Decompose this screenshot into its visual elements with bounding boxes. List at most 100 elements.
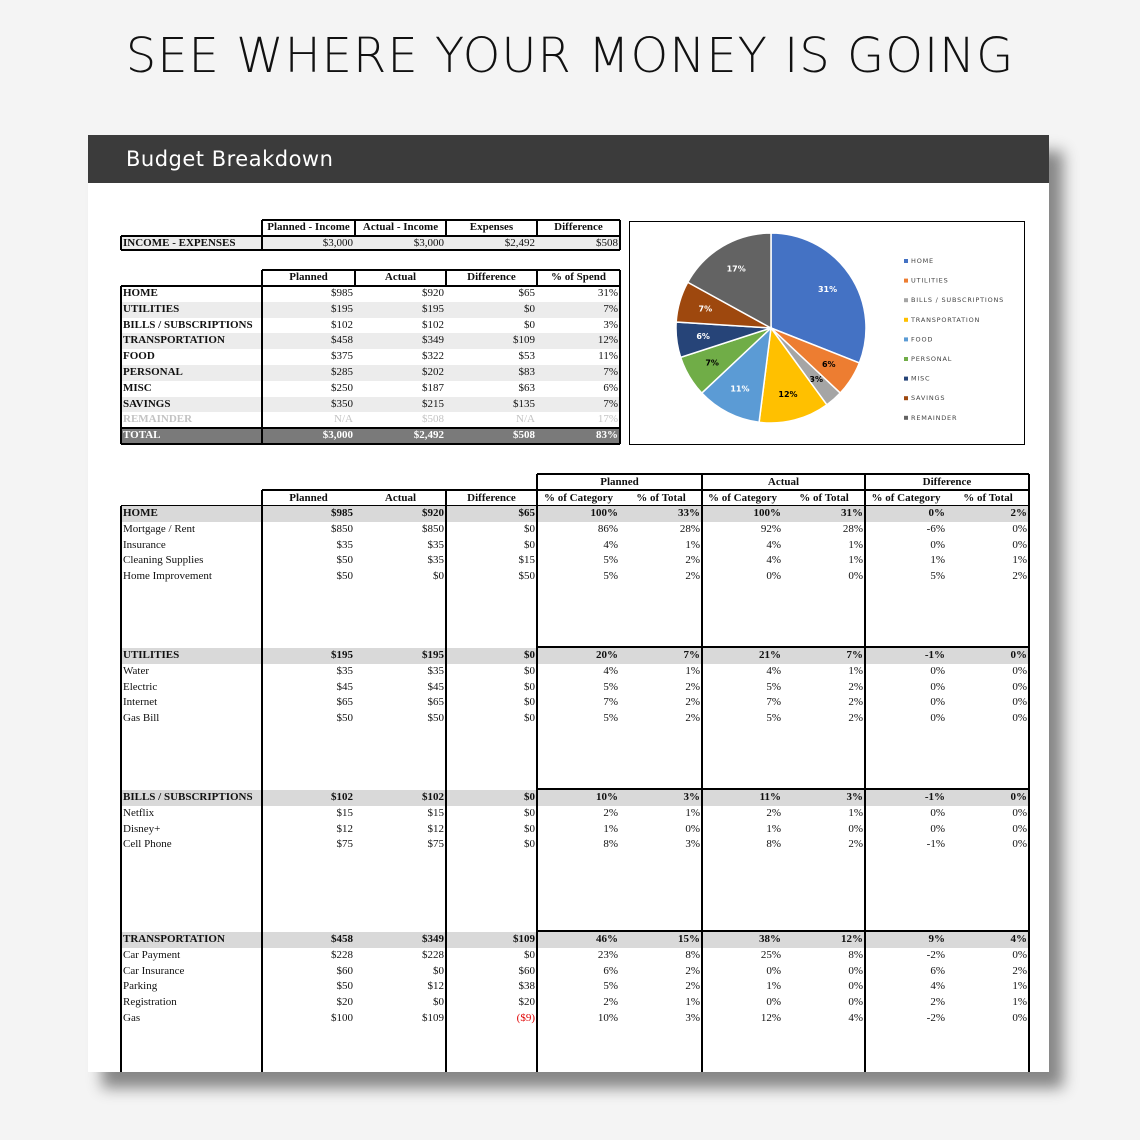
cell: 1% xyxy=(603,822,618,835)
cell: Mortgage / Rent xyxy=(123,522,196,535)
cell: 100% xyxy=(537,506,620,522)
legend-swatch xyxy=(904,357,908,361)
data-label: 3% xyxy=(809,375,823,384)
cell: $195 xyxy=(262,301,355,318)
border xyxy=(261,490,263,1072)
cell: -2% xyxy=(926,948,945,961)
border xyxy=(537,473,1029,475)
cell: 0% xyxy=(848,980,863,993)
cell: 2% xyxy=(1012,570,1027,583)
cell: 3% xyxy=(685,1012,700,1024)
data-label: 11% xyxy=(730,384,749,393)
legend-swatch xyxy=(904,415,908,420)
cell: $458 xyxy=(262,333,355,350)
column-header: Planned xyxy=(289,271,328,283)
cell: $50 xyxy=(336,554,354,567)
cell: $83 xyxy=(446,365,537,381)
legend-swatch xyxy=(904,376,908,381)
cell: 4% xyxy=(603,664,618,677)
pie-slice xyxy=(770,232,867,364)
cell: $0 xyxy=(433,964,444,977)
border xyxy=(261,220,263,236)
cell: $0 xyxy=(524,664,535,677)
cell: Insurance xyxy=(123,538,166,551)
cell: $35 xyxy=(427,664,445,677)
border xyxy=(536,270,538,286)
cell: 5% xyxy=(603,570,618,583)
cell: INCOME - EXPENSES xyxy=(121,236,262,250)
column-header: % of Spend xyxy=(550,271,607,283)
cell: 2% xyxy=(685,570,700,583)
cell: $228 xyxy=(422,948,444,961)
legend-swatch xyxy=(904,259,908,263)
cell: 4% xyxy=(766,554,781,567)
cell: Gas xyxy=(123,1012,141,1024)
column-header: Actual - Income xyxy=(362,221,439,233)
cell: $508 xyxy=(446,428,537,444)
cell: 0% xyxy=(766,964,781,977)
cell: 5% xyxy=(603,554,618,567)
cell: 2% xyxy=(766,806,781,819)
cell: 0% xyxy=(930,822,945,835)
cell: $0 xyxy=(524,806,535,819)
cell: Netflix xyxy=(123,806,155,819)
cell: 8% xyxy=(766,838,781,851)
legend-swatch xyxy=(904,298,908,303)
cell: $3,000 xyxy=(262,428,355,444)
group-header: Actual xyxy=(767,476,800,488)
cell: 7% xyxy=(620,648,702,664)
cell: $75 xyxy=(427,838,445,851)
cell: 0% xyxy=(947,648,1029,664)
border xyxy=(1028,474,1030,490)
border xyxy=(261,286,263,444)
cell: 4% xyxy=(603,538,618,551)
cell: 1% xyxy=(766,822,781,835)
column-header: Difference xyxy=(554,221,603,233)
cell: 8% xyxy=(848,948,863,961)
cell: $250 xyxy=(262,380,355,397)
cell: Cell Phone xyxy=(123,838,172,851)
cell: SAVINGS xyxy=(121,396,262,413)
column-header: % of Category xyxy=(543,492,614,504)
cell: Registration xyxy=(123,996,177,1009)
legend-label: SAVINGS xyxy=(911,394,945,402)
border xyxy=(536,474,538,490)
cell: $15 xyxy=(427,806,445,819)
border xyxy=(261,236,263,250)
border xyxy=(354,270,356,286)
cell: 1% xyxy=(766,980,781,993)
cell: $0 xyxy=(524,712,535,725)
cell: $0 xyxy=(446,301,537,318)
cell: Parking xyxy=(123,980,158,993)
cell: $985 xyxy=(262,506,355,522)
cell: 0% xyxy=(1012,538,1027,551)
cell: $15 xyxy=(518,554,536,567)
cell: $50 xyxy=(336,712,354,725)
cell: $215 xyxy=(355,396,446,413)
cell: $202 xyxy=(355,365,446,381)
cell: 0% xyxy=(1012,838,1027,851)
cell: 1% xyxy=(848,806,863,819)
cell: 4% xyxy=(848,1012,863,1024)
cell: 12% xyxy=(783,932,865,948)
cell: 0% xyxy=(1012,664,1027,677)
cell: Electric xyxy=(123,680,158,693)
border xyxy=(120,286,122,444)
cell: -2% xyxy=(926,1012,945,1024)
cell: $0 xyxy=(524,948,535,961)
border xyxy=(1028,490,1030,1072)
cell: -1% xyxy=(926,838,945,851)
cell: Car Insurance xyxy=(123,964,185,977)
cell: $12 xyxy=(427,980,445,993)
cell: $35 xyxy=(336,538,354,551)
cell: TRANSPORTATION xyxy=(121,333,262,350)
cell: $53 xyxy=(446,349,537,365)
cell: $60 xyxy=(518,964,536,977)
cell: $285 xyxy=(262,365,355,381)
cell: $12 xyxy=(427,822,445,835)
cell: 10% xyxy=(597,1012,618,1024)
cell: 1% xyxy=(1012,554,1027,567)
cell: $50 xyxy=(336,980,354,993)
cell: 5% xyxy=(766,712,781,725)
legend-label: TRANSPORTATION xyxy=(910,316,980,324)
